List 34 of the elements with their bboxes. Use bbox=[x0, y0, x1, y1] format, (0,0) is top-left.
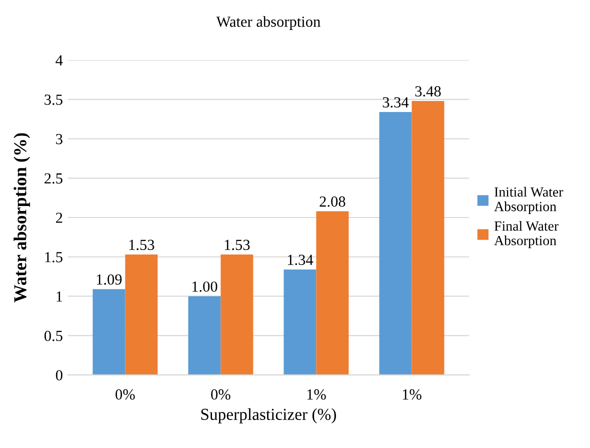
data-label: 1.53 bbox=[224, 240, 250, 250]
bar bbox=[412, 100, 444, 375]
x-tick-label: 1% bbox=[307, 389, 326, 400]
data-label: 2.08 bbox=[320, 196, 346, 207]
data-label: 1.09 bbox=[96, 274, 122, 285]
legend-label: Initial Water Absorption bbox=[494, 186, 564, 214]
x-tick-label: 0% bbox=[116, 389, 135, 400]
y-tick-label: 1 bbox=[56, 291, 62, 302]
y-tick-label: 0.5 bbox=[44, 330, 62, 342]
y-tick-label: 3 bbox=[56, 134, 62, 144]
bar bbox=[379, 112, 412, 375]
bar bbox=[220, 254, 254, 375]
y-tick-label: 0 bbox=[56, 370, 62, 380]
data-label: 3.34 bbox=[382, 97, 409, 108]
y-tick-label: 1.5 bbox=[45, 252, 62, 262]
bar bbox=[125, 254, 158, 375]
bar bbox=[284, 269, 316, 375]
x-tick-label: 1% bbox=[402, 389, 422, 400]
data-label: 1.00 bbox=[192, 281, 218, 292]
legend-label: Final Water Absorption bbox=[494, 220, 559, 248]
x-tick-label: 0% bbox=[211, 389, 230, 400]
data-label: 1.53 bbox=[129, 240, 154, 250]
data-label: 1.34 bbox=[288, 254, 314, 266]
bar bbox=[92, 289, 126, 375]
chart-title: Water absorption bbox=[216, 16, 320, 30]
x-axis-title: Superplasticizer (%) bbox=[201, 408, 336, 424]
data-label: 3.48 bbox=[415, 86, 441, 97]
bar bbox=[188, 296, 221, 375]
y-tick-label: 3.5 bbox=[44, 94, 62, 105]
y-tick-label: 2.5 bbox=[44, 173, 62, 184]
y-axis-title: Water absorption (%) bbox=[14, 133, 30, 302]
y-tick-label: 4 bbox=[56, 55, 63, 66]
y-tick-label: 2 bbox=[56, 212, 62, 223]
bar bbox=[316, 211, 349, 375]
